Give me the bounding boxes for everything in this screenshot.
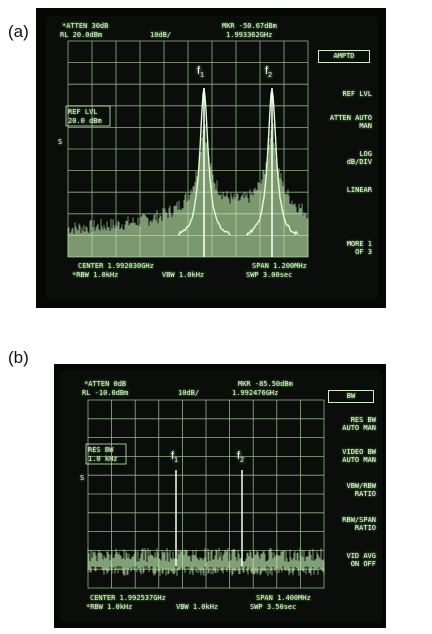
vbw-readout: VBW 1.0kHz — [176, 603, 219, 611]
panel-b-label: (b) — [8, 348, 29, 367]
peak-label-f2-a: f2 — [265, 65, 272, 80]
ref-box-title: RES BW — [88, 446, 114, 454]
sweep-mark: S — [58, 138, 63, 146]
spectrum-analyzer-photo-a: *ATTEN 30dB RL 20.0dBm 10dB/ MKR -50.67d… — [36, 8, 386, 308]
res-bw-box-b — [85, 443, 127, 465]
softkey-res-bw-auto-man[interactable]: RES BW AUTO MAN — [342, 416, 376, 432]
center-freq-readout: CENTER 1.992537GHz — [90, 594, 166, 602]
scale-readout: 10dB/ — [178, 389, 200, 397]
softkey-vbw-rbw-ratio[interactable]: VBW/RBW RATIO — [346, 482, 376, 498]
softkey-video-bw-auto-man[interactable]: VIDEO BW AUTO MAN — [342, 448, 376, 464]
span-readout: SPAN 1.400MHz — [256, 594, 311, 602]
graticule-a — [65, 40, 309, 258]
softkey-linear[interactable]: LINEAR — [346, 186, 372, 194]
softkey-rbw-span-ratio[interactable]: RBW/SPAN RATIO — [342, 516, 376, 532]
rbw-readout: *RBW 1.0kHz — [86, 603, 133, 611]
softkey-log-db-div[interactable]: LOG dB/DIV — [346, 150, 372, 166]
ref-level-readout: RL 20.0dBm — [60, 31, 103, 39]
screen-text-a: *ATTEN 30dB RL 20.0dBm 10dB/ MKR -50.67d… — [46, 16, 378, 300]
menu-title-amptd[interactable]: AMPTD — [318, 50, 370, 63]
rbw-readout: *RBW 1.0kHz — [72, 271, 119, 279]
atten-readout: *ATTEN 30dB — [62, 22, 109, 30]
ref-level-readout: RL -10.0dBm — [82, 389, 129, 397]
marker-level-readout: MKR -85.50dBm — [238, 380, 293, 388]
screen-text-b: *ATTEN 0dB RL -10.0dBm 10dB/ MKR -85.50d… — [60, 370, 382, 622]
sweep-time-readout: SWP 3.50sec — [250, 603, 297, 611]
noise-floor-b — [87, 548, 325, 576]
atten-readout: *ATTEN 0dB — [84, 380, 127, 388]
softkey-vid-avg-on-off[interactable]: VID AVG ON OFF — [346, 552, 376, 568]
crt-screen-a: *ATTEN 30dB RL 20.0dBm 10dB/ MKR -50.67d… — [46, 16, 378, 300]
peak-label-f1-b: f1 — [171, 450, 178, 465]
ref-level-box-a — [65, 105, 111, 127]
scale-readout: 10dB/ — [150, 31, 172, 39]
vbw-readout: VBW 1.0kHz — [162, 271, 205, 279]
span-readout: SPAN 1.200MHz — [252, 262, 307, 270]
spectrum-analyzer-photo-b: *ATTEN 0dB RL -10.0dBm 10dB/ MKR -85.50d… — [54, 364, 386, 628]
sweep-mark: S — [80, 474, 85, 482]
peak-label-f1-a: f1 — [197, 65, 204, 80]
crt-screen-b: *ATTEN 0dB RL -10.0dBm 10dB/ MKR -85.50d… — [60, 370, 382, 622]
softkey-ref-lvl[interactable]: REF LVL — [342, 90, 372, 98]
marker-freq-readout: 1.992476GHz — [232, 389, 279, 397]
peak-label-f2-b: f2 — [237, 450, 244, 465]
graticule-b — [85, 399, 325, 589]
menu-title-bw[interactable]: BW — [328, 390, 374, 403]
ref-box-title: REF LVL — [68, 108, 98, 116]
ref-box-value: 1.0 kHz — [88, 455, 118, 463]
sweep-time-readout: SWP 3.00sec — [246, 271, 293, 279]
marker-freq-readout: 1.993362GHz — [226, 31, 273, 39]
softkey-more-1-of-3[interactable]: MORE 1 OF 3 — [346, 240, 372, 256]
center-freq-readout: CENTER 1.992830GHz — [78, 262, 154, 270]
ref-box-value: 20.0 dBm — [68, 117, 102, 125]
softkey-atten-auto-man[interactable]: ATTEN AUTO MAN — [329, 114, 372, 130]
panel-a-label: (a) — [8, 22, 29, 41]
marker-level-readout: MKR -50.67dBm — [222, 22, 277, 30]
